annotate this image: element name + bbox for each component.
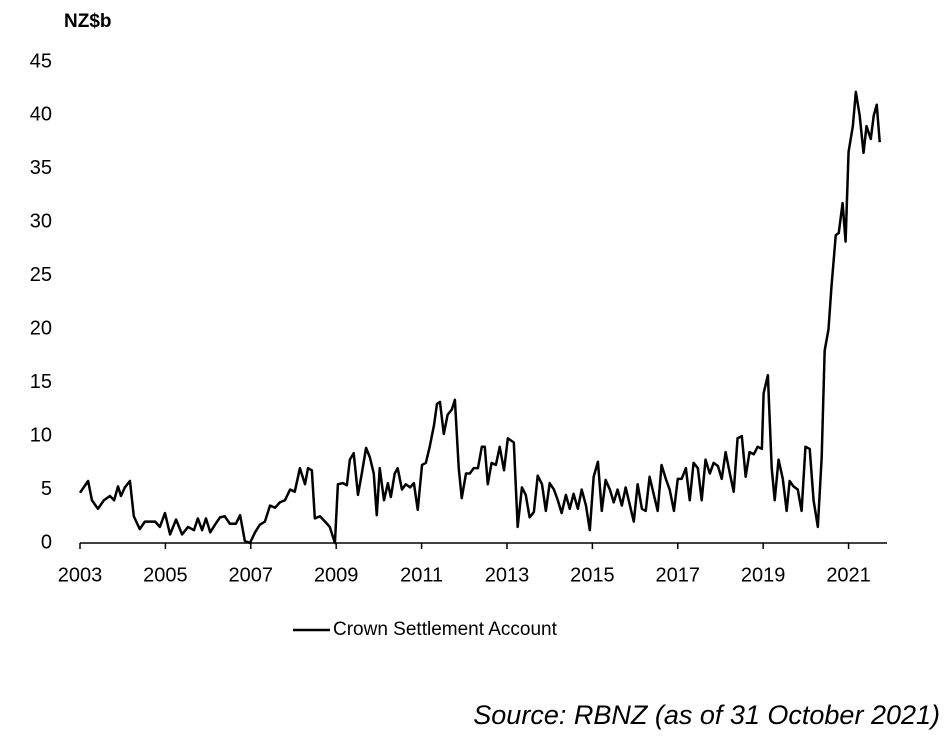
x-tick-label: 2005 <box>143 564 188 586</box>
x-tick-label: 2015 <box>570 564 615 586</box>
data-line <box>78 90 881 545</box>
y-tick-label: 45 <box>30 50 52 72</box>
y-tick-label: 25 <box>30 264 52 286</box>
y-tick-label: 20 <box>30 318 52 340</box>
y-tick-label: 35 <box>30 157 52 179</box>
y-tick-label: 5 <box>41 478 52 500</box>
y-tick-label: 30 <box>30 211 52 233</box>
x-tick-label: 2011 <box>400 564 443 586</box>
x-tick-label: 2017 <box>656 564 701 586</box>
x-tick-label: 2003 <box>58 564 103 586</box>
y-tick-label: 40 <box>30 104 52 126</box>
x-tick-label: 2009 <box>314 564 359 586</box>
x-tick-label: 2013 <box>485 564 530 586</box>
x-tick-label: 2007 <box>229 564 274 586</box>
y-tick-label: 0 <box>41 531 52 553</box>
x-tick-label: 2019 <box>741 564 786 586</box>
legend-label: Crown Settlement Account <box>333 619 558 640</box>
y-tick-label: 15 <box>30 371 52 393</box>
source-note: Source: RBNZ (as of 31 October 2021) <box>473 700 940 730</box>
y-tick-label: 10 <box>30 424 52 446</box>
x-tick-label: 2021 <box>826 564 871 586</box>
y-axis-unit: NZ$b <box>64 11 112 32</box>
